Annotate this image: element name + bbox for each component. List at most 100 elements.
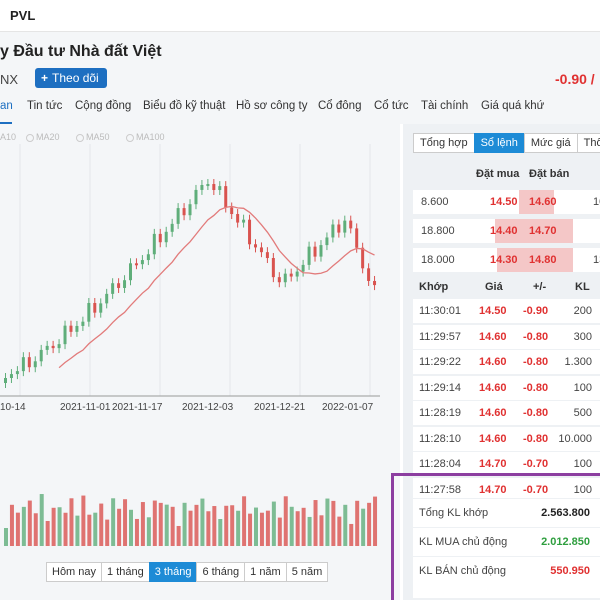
candle-body (230, 207, 234, 215)
volume-bar (176, 525, 181, 546)
sidebar-tab[interactable]: Sổ lệnh (473, 133, 525, 153)
ask-price[interactable]: 14.80 (529, 254, 557, 266)
orderbook-row: 18.800 14.40 14.70 (413, 219, 600, 243)
x-tick-label: 2021-12-03 (182, 402, 234, 413)
candle-body (15, 371, 19, 375)
tab-4[interactable]: Hồ sơ công ty (236, 100, 308, 112)
orderbook-row: 8.600 14.50 14.60 10 (413, 190, 600, 214)
period-button[interactable]: 5 năm (285, 562, 329, 582)
candle-body (158, 233, 162, 243)
match-change: -0.80 (523, 381, 549, 394)
period-button[interactable]: 1 tháng (101, 562, 150, 582)
match-price: 14.60 (479, 356, 507, 368)
volume-bar (105, 519, 110, 546)
tab-8[interactable]: Giá quá khứ (481, 100, 545, 112)
tab-1[interactable]: Tin tức (27, 100, 63, 112)
volume-bar (265, 510, 270, 546)
volume-bar (188, 510, 193, 546)
bid-price[interactable]: 14.40 (490, 225, 518, 237)
tab-3[interactable]: Biểu đồ kỹ thuật (143, 100, 226, 112)
ma-legend-label: MA20 (36, 132, 60, 142)
bid-price[interactable]: 14.50 (490, 196, 518, 208)
match-volume: 100 (573, 381, 592, 394)
period-button[interactable]: Hôm nay (46, 562, 103, 582)
candle-body (21, 357, 25, 372)
volume-bar (319, 515, 324, 546)
company-header: y Đầu tư Nhà đất Việt NX + Theo dõi -0.90… (0, 32, 600, 124)
match-price: 14.60 (479, 381, 507, 394)
tab-5[interactable]: Cổ đông (318, 100, 362, 112)
ma-legend-item[interactable]: MA100 (126, 132, 165, 142)
tab-6[interactable]: Cổ tức (374, 100, 409, 112)
exchange-label: NX (0, 72, 19, 87)
ask-volume: 13 (593, 254, 600, 266)
volume-bar (81, 495, 86, 546)
ask-volume: 10 (593, 196, 600, 208)
volume-bar (218, 518, 223, 546)
volume-bar (349, 523, 354, 546)
volume-bar (248, 513, 253, 546)
bid-price[interactable]: 14.30 (490, 254, 518, 266)
bid-depth-bar (519, 190, 525, 214)
bid-volume: 18.000 (421, 254, 455, 266)
bid-depth-bar (495, 219, 525, 243)
total-volume-label: Tổng KL khớp (419, 507, 489, 519)
active-sell-value: 550.950 (550, 565, 590, 577)
candle-body (87, 302, 91, 322)
tab-2[interactable]: Cộng đồng (75, 100, 132, 112)
ask-price[interactable]: 14.60 (529, 196, 557, 208)
ma-legend-item[interactable]: A10 (0, 132, 16, 142)
volume-bar (373, 496, 378, 546)
ma-legend-item[interactable]: MA20 (26, 132, 60, 142)
candle-body (218, 186, 222, 191)
volume-bar (230, 505, 235, 546)
follow-button[interactable]: + Theo dõi (35, 68, 107, 88)
candle-body (188, 204, 192, 216)
candle-body (349, 220, 353, 229)
candle-body (75, 325, 79, 332)
match-change: -0.70 (523, 458, 549, 470)
candle-body (81, 321, 85, 326)
candle-body (242, 219, 246, 223)
volume-bar (283, 496, 288, 546)
sidebar-tab[interactable]: Mức giá (523, 133, 578, 153)
match-price: 14.60 (479, 407, 507, 419)
sidebar-tab[interactable]: Tổng hợp (413, 133, 475, 153)
ma-legend-label: A10 (0, 132, 17, 142)
tab-0[interactable]: an (0, 100, 13, 112)
active-tab-underline (0, 122, 12, 124)
period-button[interactable]: 1 năm (244, 562, 287, 582)
candle-body (170, 223, 174, 232)
ma-legend-item[interactable]: MA50 (76, 132, 110, 142)
trading-sidebar: Tổng hợp Sổ lệnh Mức giá Thố Đặt mua Đặt bá… (403, 124, 600, 600)
candle-body (307, 246, 311, 265)
match-volume: 100 (573, 458, 592, 470)
candle-body (277, 277, 281, 283)
x-tick-label: 10-14 (0, 402, 26, 413)
volume-bar (75, 515, 80, 546)
volume-bar (33, 513, 38, 546)
sidebar-tab[interactable]: Thố (576, 133, 600, 153)
period-button[interactable]: 6 tháng (196, 562, 246, 582)
candle-body (111, 283, 115, 294)
ask-price[interactable]: 14.70 (529, 225, 557, 237)
volume-bar (236, 510, 241, 546)
match-change: -0.80 (523, 407, 549, 419)
match-price: 14.70 (479, 458, 507, 470)
candle-body (373, 280, 377, 286)
bid-depth-bar (497, 248, 525, 272)
candle-body (176, 208, 180, 224)
volume-bar (355, 500, 360, 546)
orderbook-row: 18.000 14.30 14.80 13 (413, 248, 600, 272)
radio-icon (26, 133, 34, 142)
match-volume: 100 (573, 483, 592, 496)
volume-bar (9, 504, 14, 546)
main-tabs: an Tin tức Cộng đồng Biểu đồ kỹ thuật Hồ sơ … (0, 96, 600, 124)
match-time: 11:29:22 (419, 356, 462, 368)
period-button[interactable]: 3 tháng (148, 562, 198, 582)
volume-bar (146, 517, 151, 546)
tab-7[interactable]: Tài chính (421, 100, 469, 112)
candle-body (367, 268, 371, 281)
ticker-symbol: PVL (10, 8, 36, 23)
candle-body (69, 325, 73, 332)
